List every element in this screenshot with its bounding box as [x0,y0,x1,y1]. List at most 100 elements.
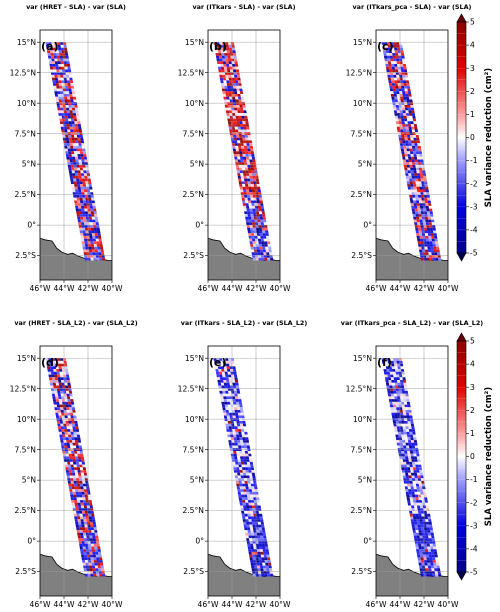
swath-cell [432,573,436,577]
swath-cell [91,216,96,220]
swath-cell [429,527,433,531]
swath-cell [409,148,413,152]
swath-cell [65,374,70,378]
swath-cell [255,543,260,547]
swath-cell [222,61,227,64]
swath-cell [77,532,81,536]
swath-cell [413,184,417,187]
swath-cell [426,195,430,198]
swath-cell [405,173,409,176]
swath-cell [246,159,250,163]
swath-cell [389,385,393,389]
swath-cell [235,162,239,165]
swath-cell [73,431,77,435]
swath-cell [240,110,244,114]
swath-cell [88,181,92,185]
swath-cell [410,167,414,171]
swath-cell [75,505,79,509]
swath-cell [428,205,432,209]
swath-cell [239,500,243,503]
swath-cell [240,429,245,432]
swath-cell [246,208,250,212]
swath-cell [93,541,97,544]
swath-cell [261,541,265,544]
swath-cell [245,154,249,157]
swath-cell [231,440,235,443]
colorbar-tick-label: 5 [470,18,475,27]
lon-tick-label: 40°W [438,284,459,293]
swath-cell [415,500,420,503]
swath-cell [427,562,431,566]
swath-cell [48,44,53,48]
swath-cell [76,181,80,185]
swath-cell [47,369,51,372]
swath-cell [67,429,71,432]
swath-cell [409,99,413,103]
swath-cell [84,494,89,498]
swath-cell [246,442,250,446]
lon-tick-label: 46°W [198,284,219,293]
swath-cell [432,244,436,247]
swath-cell [260,554,265,558]
swath-cell [426,225,430,228]
swath-cell [423,244,428,247]
swath-cell [247,530,251,533]
swath-cell [83,472,88,476]
swath-cell [259,216,264,220]
swath-cell [79,200,84,204]
swath-cell [83,205,88,209]
swath-cell [229,399,233,402]
swath-cell [249,178,254,182]
swath-cell [94,562,98,566]
swath-cell [418,481,422,484]
swath-cell [244,151,249,155]
swath-cell [243,426,247,430]
swath-cell [406,415,410,419]
swath-cell [82,532,87,536]
swath-cell [406,434,411,438]
swath-cell [251,173,256,176]
swath-cell [95,554,99,558]
swath-cell [267,557,271,561]
swath-cell [246,505,250,509]
swath-cell [99,557,103,561]
swath-cell [251,189,256,193]
swath-cell [250,497,254,501]
swath-cell [411,126,415,130]
swath-cell [237,489,241,492]
swath-cell [400,129,404,133]
swath-cell [226,113,230,116]
swath-cell [390,77,395,81]
colorbar-tick-label: 4 [470,360,475,369]
swath-cell [55,412,59,416]
swath-cell [410,486,414,490]
swath-cell [251,486,255,490]
swath-cell [400,385,405,389]
swath-cell [71,502,75,506]
swath-cell [60,360,64,364]
swath-cell [390,360,394,364]
swath-cell [253,216,258,220]
swath-cell [80,472,85,476]
swath-cell [226,64,230,67]
swath-cell [258,557,262,561]
swath-cell [406,118,411,122]
swath-cell [235,382,239,386]
swath-cell [79,481,83,484]
swath-cell [248,186,252,190]
swath-cell [223,99,228,103]
swath-cell [219,393,224,397]
swath-cell [57,407,61,410]
swath-cell [423,543,428,547]
swath-cell [241,115,245,119]
swath-cell [78,445,83,449]
swath-cell [427,532,432,536]
swath-cell [394,66,398,70]
swath-cell [429,543,433,547]
swath-cell [431,554,435,558]
swath-cell [70,497,75,501]
swath-cell [52,47,56,51]
swath-cell [88,549,93,552]
swath-cell [69,80,74,84]
swath-cell [237,472,241,476]
